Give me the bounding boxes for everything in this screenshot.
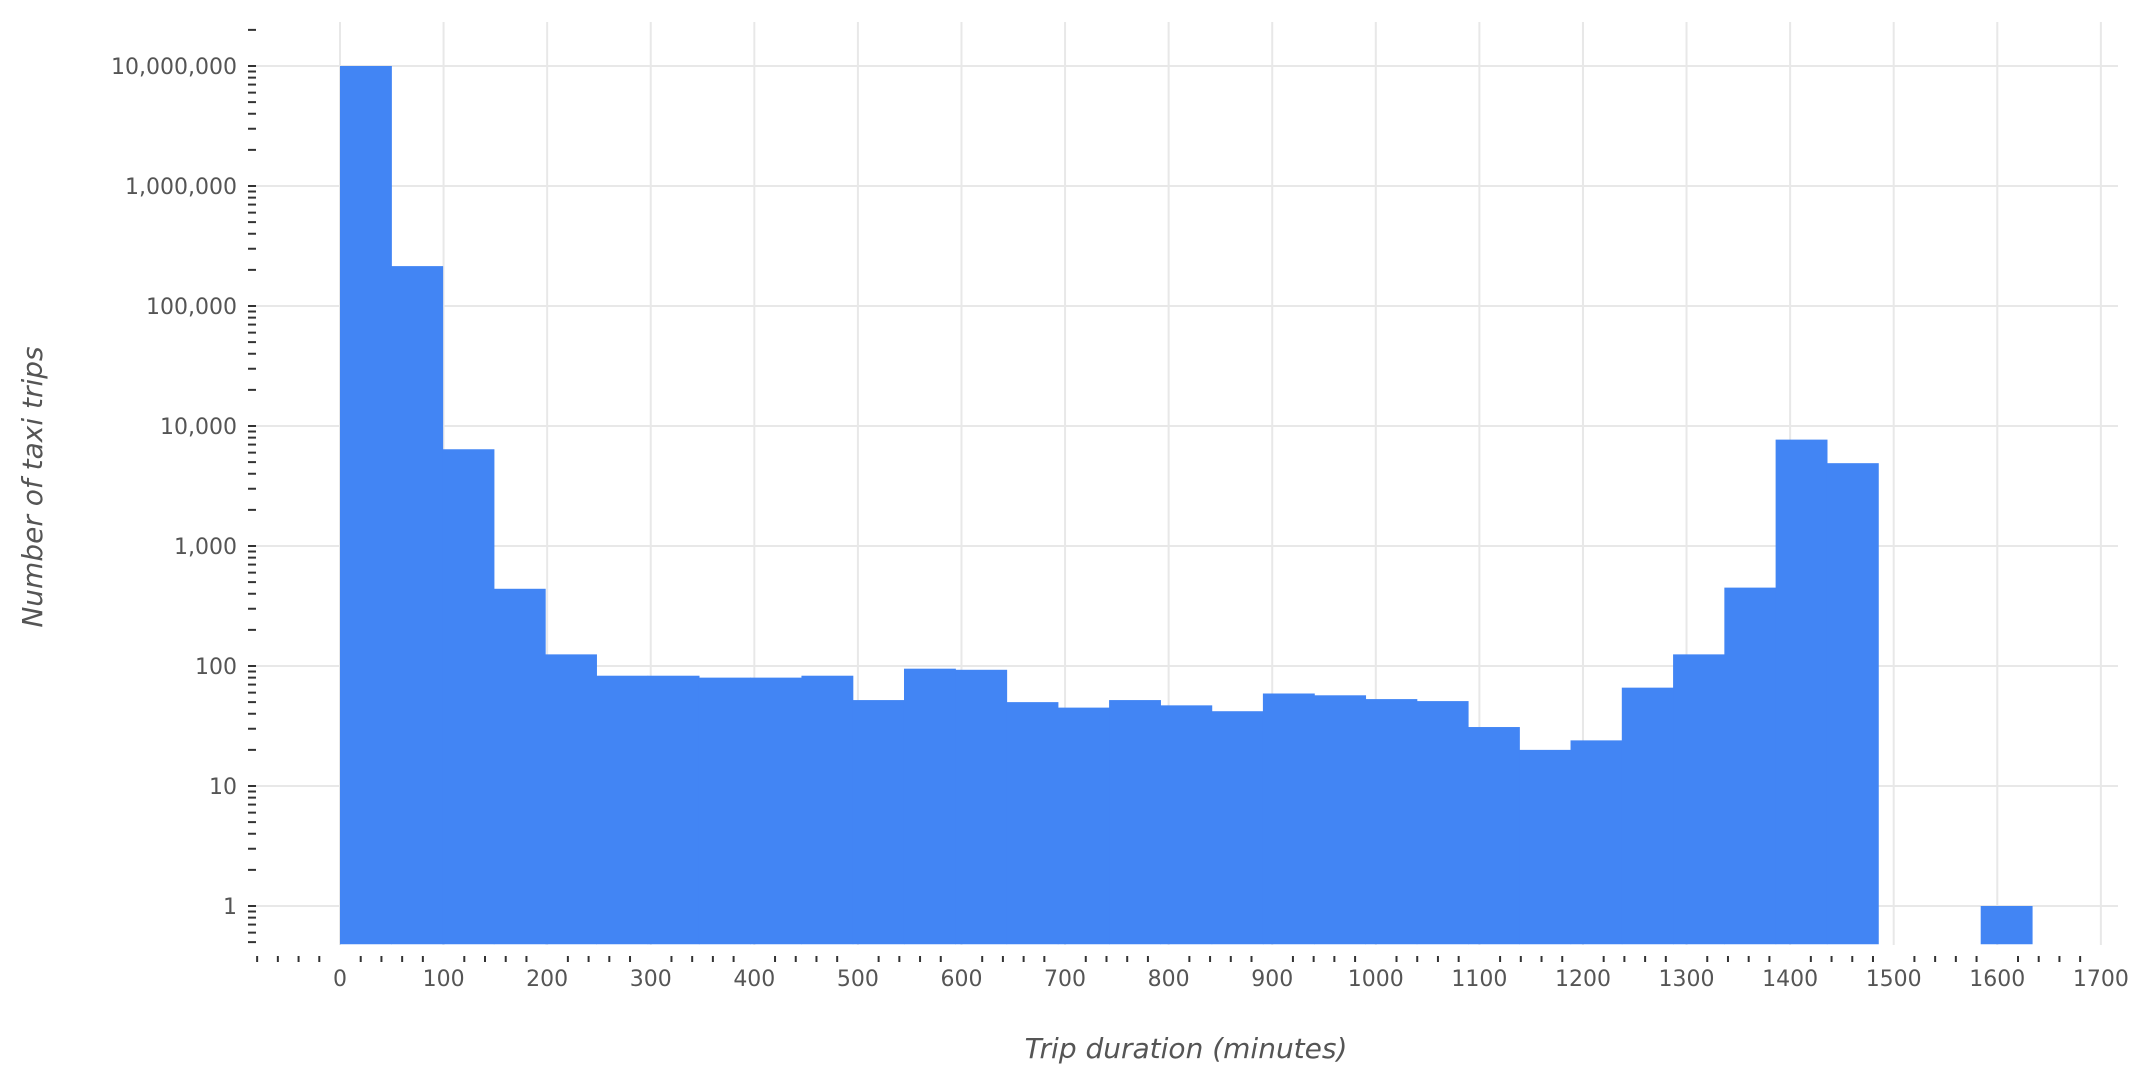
- histogram-bar: [1621, 687, 1674, 945]
- x-tick-label: 1400: [1762, 967, 1818, 992]
- x-tick-label: 1700: [2073, 967, 2129, 992]
- x-tick-label: 900: [1251, 967, 1293, 992]
- histogram-bar: [1314, 695, 1367, 945]
- histogram-bar: [442, 449, 495, 945]
- histogram-bar: [1467, 727, 1520, 945]
- histogram-bar: [852, 700, 905, 945]
- histogram-bar: [1365, 699, 1418, 945]
- x-tick-label: 400: [733, 967, 775, 992]
- histogram-bar: [1775, 439, 1828, 945]
- histogram-bar: [1724, 587, 1777, 945]
- histogram-bar: [955, 669, 1008, 945]
- x-tick-label: 1500: [1866, 967, 1922, 992]
- x-axis-title: Trip duration (minutes): [1025, 1032, 1348, 1065]
- histogram-bar: [1057, 707, 1110, 945]
- histogram-bar: [750, 677, 803, 945]
- x-tick-label: 600: [940, 967, 982, 992]
- x-tick-label: 1000: [1348, 967, 1404, 992]
- histogram-bar: [903, 668, 956, 945]
- x-axis: 0 100 200 300 400 500 600 700 800 900 1000 1100 1200…: [256, 956, 2129, 992]
- histogram-bar: [596, 675, 649, 945]
- x-tick-label: 1300: [1659, 967, 1715, 992]
- histogram-bar: [1980, 906, 2033, 945]
- histogram-bar: [1519, 749, 1572, 945]
- x-tick-label: 1600: [1969, 967, 2025, 992]
- histogram-bar: [493, 588, 546, 945]
- y-tick-label: 100: [195, 655, 237, 680]
- x-tick-label: 200: [526, 967, 568, 992]
- x-tick-label: 100: [423, 967, 465, 992]
- x-tick-label: 800: [1148, 967, 1190, 992]
- y-tick-label: 1: [223, 895, 237, 920]
- x-tick-label: 1200: [1555, 967, 1611, 992]
- histogram-bar: [1006, 702, 1059, 945]
- x-tick-label: 300: [630, 967, 672, 992]
- y-tick-label: 1,000,000: [125, 175, 237, 200]
- y-tick-label: 10,000: [160, 415, 237, 440]
- histogram-bar: [1570, 740, 1623, 945]
- histogram-bar: [391, 266, 444, 945]
- y-axis: 1 10 100 1,000 10,000 100,000 1,000,000 10,000,…: [111, 28, 256, 944]
- histogram-bar: [1109, 700, 1161, 945]
- x-tick-label: 0: [333, 967, 347, 992]
- histogram-bar: [1826, 463, 1879, 945]
- y-tick-label: 10: [209, 775, 237, 800]
- x-tick-label: 500: [837, 967, 879, 992]
- x-tick-label: 700: [1044, 967, 1086, 992]
- y-axis-title: Number of taxi trips: [16, 346, 49, 627]
- y-tick-label: 1,000: [174, 535, 237, 560]
- histogram-bar: [1211, 711, 1264, 945]
- histogram-bar: [1416, 701, 1469, 945]
- histogram-bars: [340, 66, 2033, 945]
- x-tick-label: 1100: [1451, 967, 1507, 992]
- histogram-bar: [1262, 693, 1315, 945]
- histogram-bar: [1673, 654, 1725, 945]
- histogram-bar: [1160, 705, 1213, 945]
- y-tick-label: 10,000,000: [111, 55, 237, 80]
- histogram-bar: [801, 675, 854, 945]
- histogram-bar: [647, 675, 700, 945]
- y-tick-label: 100,000: [146, 295, 237, 320]
- histogram-bar: [340, 66, 392, 945]
- histogram-bar: [698, 677, 751, 945]
- histogram-bar: [545, 654, 597, 945]
